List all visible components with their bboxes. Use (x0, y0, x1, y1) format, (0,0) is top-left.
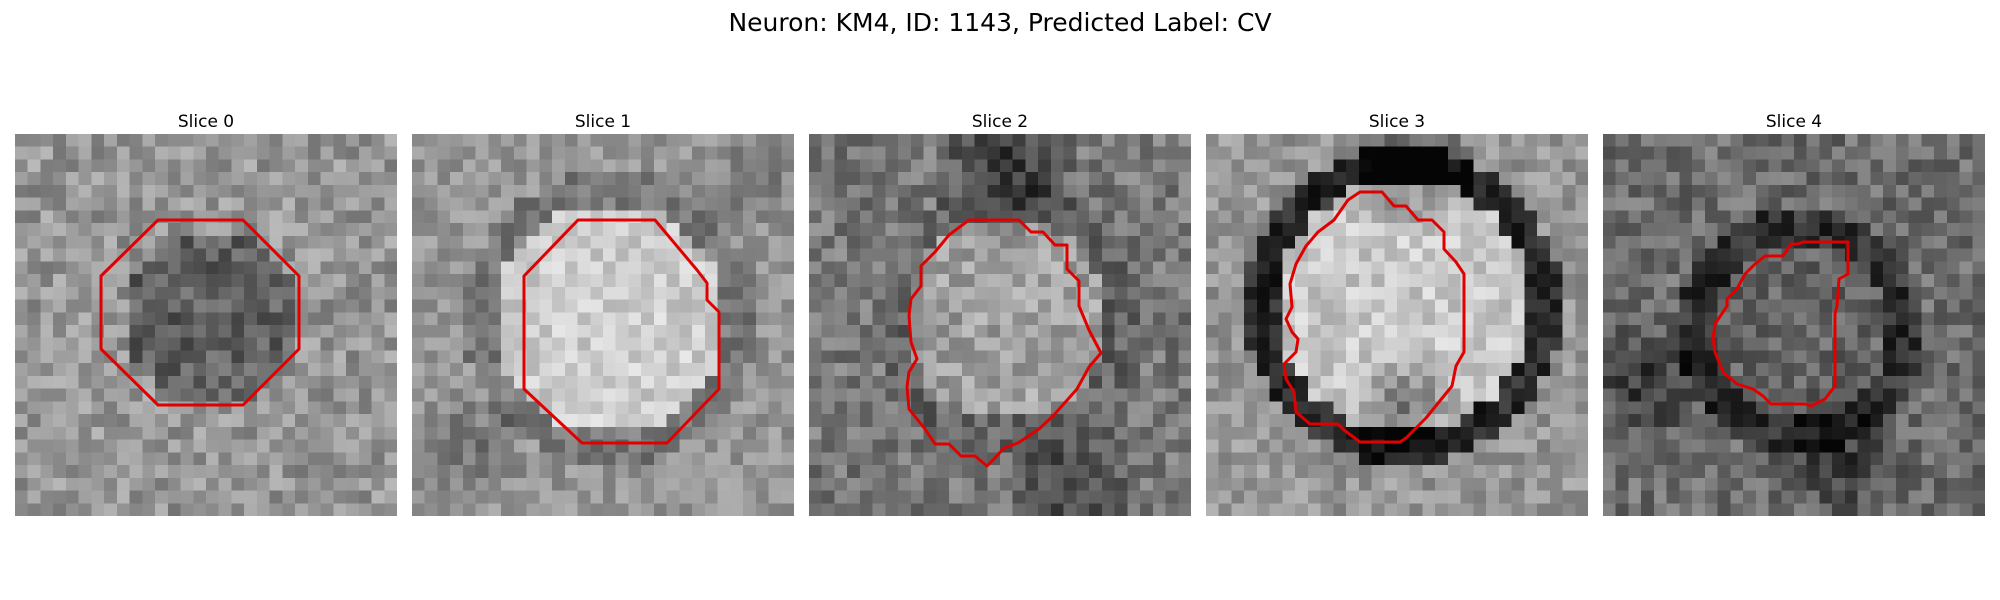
figure-title: Neuron: KM4, ID: 1143, Predicted Label: … (728, 8, 1272, 37)
roi-outline-3 (1282, 190, 1466, 444)
slice-image-0 (15, 134, 397, 516)
roi-contour-1 (522, 218, 721, 445)
slice-panel-3: Slice 3 (1206, 110, 1588, 516)
slice-image-1 (412, 134, 794, 516)
slice-panel-4: Slice 4 (1603, 110, 1985, 516)
roi-contour-2 (905, 218, 1103, 468)
roi-outline-0 (99, 218, 301, 407)
slice-image-4 (1603, 134, 1985, 516)
slice-title-2: Slice 2 (971, 112, 1029, 132)
microscopy-image-1 (412, 134, 794, 516)
roi-outline-2 (905, 218, 1103, 468)
slice-title-1: Slice 1 (574, 112, 632, 132)
slice-image-2 (809, 134, 1191, 516)
slice-panel-0: Slice 0 (15, 110, 397, 516)
slice-title-4: Slice 4 (1765, 112, 1823, 132)
roi-contour-4 (1711, 240, 1850, 408)
slice-image-3 (1206, 134, 1588, 516)
roi-outline-1 (522, 218, 721, 445)
slice-title-3: Slice 3 (1368, 112, 1426, 132)
roi-contour-0 (99, 218, 301, 407)
microscopy-image-0 (15, 134, 397, 516)
slice-title-0: Slice 0 (177, 112, 235, 132)
slice-panel-1: Slice 1 (412, 110, 794, 516)
microscopy-image-3 (1206, 134, 1588, 516)
roi-contour-3 (1282, 190, 1466, 444)
microscopy-image-4 (1603, 134, 1985, 516)
roi-outline-4 (1711, 240, 1850, 408)
slice-panel-2: Slice 2 (809, 110, 1191, 516)
